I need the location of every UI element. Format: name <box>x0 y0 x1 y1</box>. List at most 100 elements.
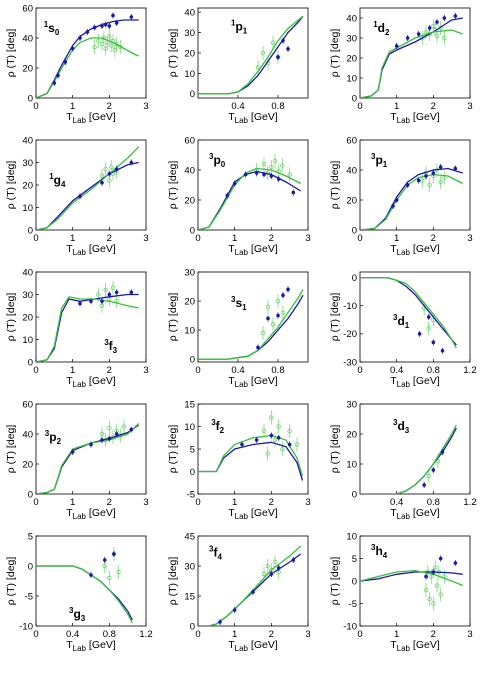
green-curve <box>36 37 139 98</box>
panel-label: 3f3 <box>104 338 117 355</box>
blue-data-point <box>276 177 281 181</box>
blue-curve <box>198 553 302 626</box>
y-tick-label: 40 <box>22 267 33 278</box>
blue-data-point <box>232 608 237 612</box>
panel-3p2: 0 1 2 3 0 20 40 60 ρ (T) [deg] TLab [GeV] 3p2 <box>5 399 149 521</box>
panel-label: 3p2 <box>45 429 62 446</box>
blue-data-point <box>92 25 97 30</box>
blue-data-point <box>266 316 270 321</box>
y-axis-label: ρ (T) [deg] <box>167 425 179 474</box>
blue-data-point <box>269 572 274 576</box>
blue-data-point <box>129 15 134 19</box>
x-tick-label: 2 <box>431 101 436 112</box>
blue-data-point <box>286 47 290 51</box>
blue-data-point <box>416 178 421 183</box>
blue-data-point <box>70 46 75 51</box>
green-data-point <box>265 451 270 456</box>
y-tick-label: -10 <box>343 301 357 312</box>
x-axis-label: TLab [GeV] <box>390 111 440 125</box>
blue-data-point <box>114 21 119 25</box>
green-data-point <box>96 292 101 297</box>
axes-box <box>197 535 309 627</box>
y-tick-label: 20 <box>22 180 33 191</box>
x-tick-label: 0.8 <box>271 101 284 112</box>
y-tick-label: -10 <box>343 621 357 632</box>
y-tick-label: 0 <box>352 576 357 587</box>
blue-data-point <box>107 24 112 28</box>
green-data-point <box>103 167 108 172</box>
panel-3h4: 0 1 2 3 -10 -5 0 5 10 ρ (T) [deg] TLab [GeV] 3h4 <box>329 531 473 653</box>
blue-data-point <box>78 36 82 40</box>
green-data-point <box>107 178 112 183</box>
x-tick-label: 0 <box>33 497 38 508</box>
x-tick-label: 0 <box>195 233 200 244</box>
green-curve <box>360 569 463 587</box>
green-curve <box>36 146 140 230</box>
y-tick-label: 0 <box>190 467 195 478</box>
green-data-point <box>102 563 107 569</box>
panel-3d3: 0.4 0.8 1.2 0 10 20 30 ρ (T) [deg] TLab [GeV] 3d3 <box>329 399 477 521</box>
y-tick-label: 20 <box>346 429 357 440</box>
blue-data-point <box>100 24 104 28</box>
blue-data-point <box>256 345 260 350</box>
green-data-point <box>438 179 443 185</box>
x-tick-label: 1 <box>70 365 75 376</box>
blue-data-point <box>424 574 428 579</box>
x-tick-label: 0 <box>33 233 38 244</box>
blue-data-point <box>431 570 436 574</box>
axes-box <box>359 139 471 231</box>
green-data-point <box>107 34 112 39</box>
y-axis-label: ρ (T) [deg] <box>5 161 17 210</box>
x-tick-label: 0 <box>357 233 362 244</box>
blue-data-point <box>435 20 439 24</box>
x-tick-label: 2 <box>107 233 112 244</box>
panel-1s0: 0 1 2 3 0 20 40 60 ρ (T) [deg] TLab [GeV] 1s0 <box>5 3 149 125</box>
panel-label: 3f2 <box>211 418 224 435</box>
blue-data-point <box>107 171 112 176</box>
green-data-point <box>121 424 127 429</box>
y-tick-label: 60 <box>184 135 195 146</box>
blue-data-point <box>438 165 443 169</box>
y-tick-label: 0 <box>190 225 195 236</box>
green-data-point <box>260 50 266 56</box>
blue-data-point <box>431 171 436 175</box>
blue-data-point <box>52 81 57 85</box>
y-axis-label: ρ (T) [deg] <box>329 161 341 210</box>
y-tick-label: 40 <box>22 33 33 44</box>
y-tick-label: 5 <box>28 531 33 542</box>
green-data-point <box>265 304 271 310</box>
blue-curve <box>360 167 463 230</box>
x-tick-label: 2 <box>431 629 436 640</box>
x-axis-label: TLab [GeV] <box>228 111 278 125</box>
blue-data-point <box>417 332 422 336</box>
plot-area <box>198 15 304 95</box>
blue-data-point <box>287 442 292 447</box>
y-tick-label: 60 <box>346 135 357 146</box>
panel-label: 1s0 <box>44 20 60 37</box>
green-data-point <box>272 559 278 565</box>
blue-data-point <box>103 22 108 27</box>
blue-data-point <box>276 55 280 59</box>
green-curve <box>198 167 301 230</box>
green-curve <box>360 29 463 98</box>
green-curve <box>360 424 457 494</box>
x-tick-label: 3 <box>305 233 310 244</box>
y-tick-label: 30 <box>22 158 33 169</box>
blue-data-point <box>394 198 399 202</box>
x-tick-label: 1.2 <box>463 365 476 376</box>
y-tick-label: 0 <box>190 621 195 632</box>
y-tick-label: 10 <box>346 531 357 542</box>
blue-data-point <box>100 299 104 304</box>
y-tick-label: 15 <box>184 591 195 602</box>
x-tick-label: 3 <box>143 365 148 376</box>
axes-box <box>35 535 147 627</box>
y-tick-label: 0 <box>28 357 33 368</box>
blue-data-point <box>269 174 274 178</box>
x-tick-label: 3 <box>467 101 472 112</box>
green-curve <box>198 545 302 626</box>
axes-box <box>197 139 309 231</box>
green-data-point <box>255 65 261 70</box>
blue-data-point <box>440 348 445 353</box>
y-tick-label: 5 <box>190 444 195 455</box>
